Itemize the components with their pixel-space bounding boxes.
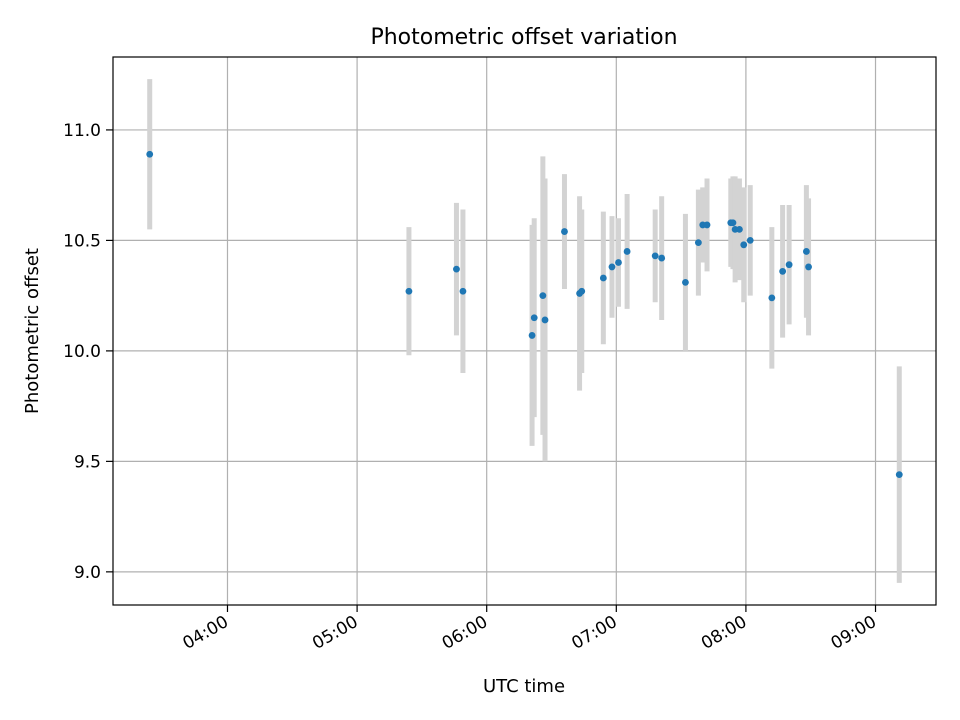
data-point bbox=[578, 287, 586, 295]
y-tick-label: 11.0 bbox=[63, 121, 101, 141]
data-point bbox=[599, 274, 607, 282]
data-point bbox=[528, 332, 536, 339]
data-point bbox=[651, 252, 659, 260]
data-point bbox=[658, 254, 666, 262]
plot-frame bbox=[112, 56, 937, 606]
data-point bbox=[608, 263, 616, 271]
x-axis-label: UTC time bbox=[483, 676, 565, 697]
data-points bbox=[146, 150, 903, 479]
data-point bbox=[694, 239, 702, 247]
data-point bbox=[453, 265, 460, 273]
data-point bbox=[746, 237, 754, 244]
chart-title: Photometric offset variation bbox=[370, 25, 677, 50]
y-tick-label: 10.5 bbox=[63, 231, 101, 251]
y-tick-label: 10.0 bbox=[63, 342, 101, 362]
data-point bbox=[779, 267, 787, 275]
y-axis-label: Photometric offset bbox=[22, 248, 43, 414]
grid-lines bbox=[113, 57, 936, 605]
data-point bbox=[623, 248, 631, 255]
data-point bbox=[405, 287, 413, 295]
data-point bbox=[682, 278, 689, 286]
data-point bbox=[768, 294, 776, 302]
data-point bbox=[539, 292, 547, 300]
data-point bbox=[615, 259, 622, 266]
data-point bbox=[729, 219, 737, 227]
data-point bbox=[895, 471, 903, 479]
data-point bbox=[736, 225, 743, 233]
data-point bbox=[785, 261, 793, 269]
data-point bbox=[459, 287, 467, 295]
y-axis-ticks: 9.0 9.5 10.0 10.5 11.0 bbox=[63, 121, 113, 583]
data-point bbox=[146, 150, 154, 158]
y-tick-label: 9.5 bbox=[74, 452, 101, 472]
data-point bbox=[541, 316, 549, 324]
data-point bbox=[802, 248, 810, 255]
data-point bbox=[740, 241, 748, 249]
y-tick-label: 9.0 bbox=[74, 563, 101, 583]
data-point bbox=[561, 228, 568, 235]
data-point bbox=[530, 314, 538, 322]
data-point bbox=[805, 263, 812, 271]
data-point bbox=[703, 221, 711, 229]
